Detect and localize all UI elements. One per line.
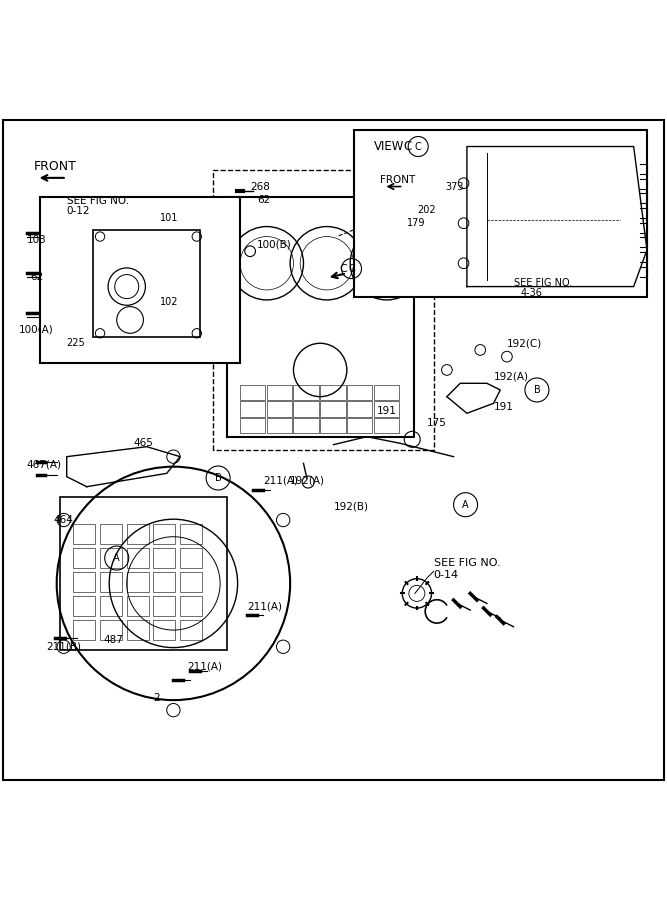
Bar [127,596,149,617]
Bar [153,620,175,640]
Text: 467(A): 467(A) [27,460,61,470]
Bar [100,620,122,640]
Bar [73,524,95,544]
Bar [127,620,149,640]
Bar [293,384,319,400]
Bar [127,548,149,568]
Text: 268: 268 [250,182,270,192]
Bar [153,572,175,592]
Bar [127,524,149,544]
Bar [180,596,202,617]
Text: 225: 225 [67,338,85,348]
Bar [100,596,122,617]
Text: C: C [404,140,412,153]
Text: C: C [340,264,348,274]
Bar [153,548,175,568]
Bar [320,384,346,400]
Text: 103: 103 [27,235,47,245]
Text: 62: 62 [30,272,43,282]
Bar [347,384,372,400]
Bar [153,596,175,617]
Text: 0-12: 0-12 [67,206,90,216]
Bar [73,548,95,568]
Bar [100,524,122,544]
Text: 191: 191 [377,406,397,417]
Text: 465: 465 [133,438,153,448]
Text: 464: 464 [53,515,73,525]
Bar [354,130,647,297]
Bar [267,401,292,417]
Text: A: A [113,554,120,563]
Bar [180,548,202,568]
Bar [73,620,95,640]
Bar [293,401,319,417]
Text: 192(A): 192(A) [290,475,325,485]
Bar [180,524,202,544]
Bar [180,620,202,640]
Text: B: B [534,385,540,395]
Bar [267,384,292,400]
Text: 102: 102 [160,297,179,307]
Text: SEE FIG NO.: SEE FIG NO. [67,195,129,205]
Bar [374,401,399,417]
Text: 211(B): 211(B) [47,642,81,652]
Bar [374,418,399,433]
Bar [293,418,319,433]
Text: 211(A): 211(A) [187,662,221,671]
Bar [320,401,346,417]
Bar [320,418,346,433]
Bar [240,418,265,433]
Bar [127,572,149,592]
Text: 487: 487 [103,635,123,645]
Text: 2: 2 [153,693,160,703]
Text: 100(B): 100(B) [257,239,291,249]
Text: FRONT: FRONT [33,160,76,173]
Text: A: A [462,500,469,509]
Bar [240,401,265,417]
Text: SEE FIG NO.: SEE FIG NO. [514,278,572,288]
Bar [267,418,292,433]
Text: 179: 179 [407,218,426,229]
Bar [153,524,175,544]
Bar [93,230,200,337]
Text: 211(A): 211(A) [247,602,281,612]
Bar [100,572,122,592]
Text: VIEW: VIEW [374,140,404,153]
Text: 192(C): 192(C) [507,338,542,348]
Text: 373: 373 [445,182,464,192]
Text: SEE FIG NO.: SEE FIG NO. [434,558,500,569]
Bar [73,572,95,592]
Text: 191: 191 [494,401,514,411]
Text: C: C [415,141,422,151]
Text: 175: 175 [427,418,447,428]
Bar [60,497,227,650]
Text: 4-36: 4-36 [520,288,542,298]
Bar [100,548,122,568]
Text: 100(A): 100(A) [19,325,54,335]
Bar [347,418,372,433]
Text: 0-14: 0-14 [434,571,459,580]
Text: C: C [348,264,355,274]
Text: B: B [215,473,221,483]
Bar [40,196,240,364]
Text: 202: 202 [417,205,436,215]
Text: 192(A): 192(A) [494,372,528,382]
Text: 101: 101 [160,213,179,223]
Text: 211(A): 211(A) [263,475,298,485]
Bar [374,384,399,400]
Bar [73,596,95,617]
Text: 192(B): 192(B) [334,501,368,512]
Bar [240,384,265,400]
Bar [347,401,372,417]
Text: 62: 62 [257,195,270,205]
Text: FRONT: FRONT [380,175,416,184]
Bar [180,572,202,592]
